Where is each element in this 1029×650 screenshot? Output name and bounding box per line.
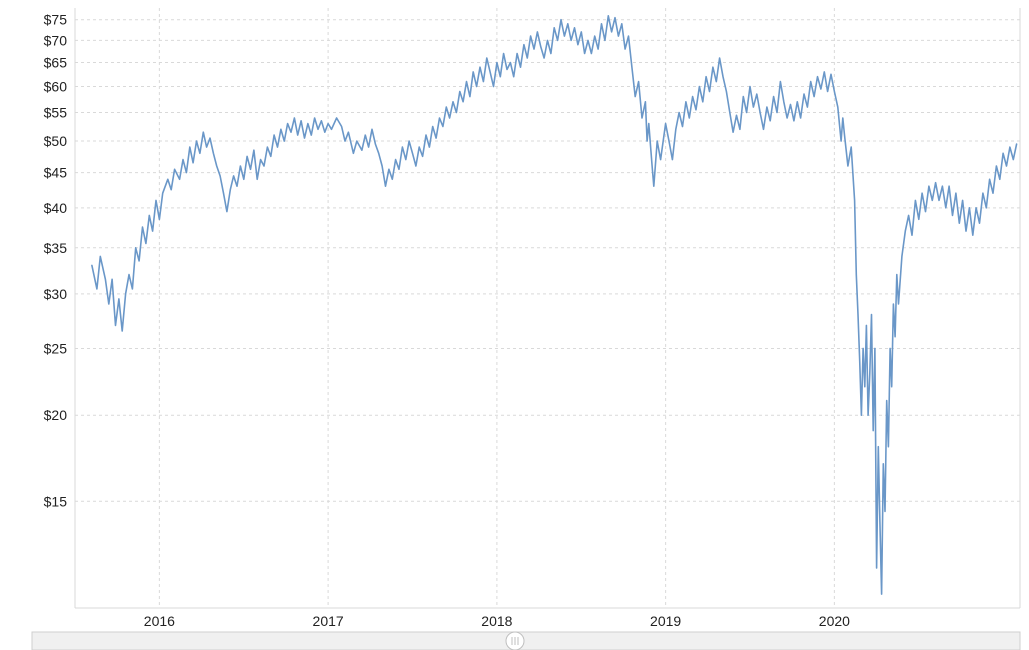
price-series-line: [92, 16, 1017, 594]
x-axis-label: 2016: [144, 613, 175, 629]
y-axis-label: $40: [44, 200, 68, 216]
y-axis-label: $65: [44, 55, 68, 71]
price-chart: $15 $20 $25 $30 $35 $40 $45 $50 $55 $60 $65 $70 $75 2…: [0, 0, 1029, 650]
y-axis-label: $70: [44, 32, 68, 48]
navigator-track[interactable]: [32, 632, 1020, 650]
y-axis-label: $25: [44, 340, 68, 356]
x-axis-label: 2018: [481, 613, 512, 629]
y-axis-label: $75: [44, 12, 68, 28]
y-axis-label: $20: [44, 407, 68, 423]
y-axis-label: $35: [44, 240, 68, 256]
y-axis-label: $45: [44, 165, 68, 181]
x-axis-label: 2020: [819, 613, 850, 629]
x-axis-label: 2019: [650, 613, 681, 629]
y-axis-label: $50: [44, 133, 68, 149]
y-axis-label: $15: [44, 493, 68, 509]
price-chart-svg: $15 $20 $25 $30 $35 $40 $45 $50 $55 $60 $65 $70 $75 2…: [0, 0, 1029, 650]
y-axis-label: $30: [44, 286, 68, 302]
x-axis-label: 2017: [313, 613, 344, 629]
y-axis-label: $60: [44, 78, 68, 94]
y-axis-label: $55: [44, 105, 68, 121]
